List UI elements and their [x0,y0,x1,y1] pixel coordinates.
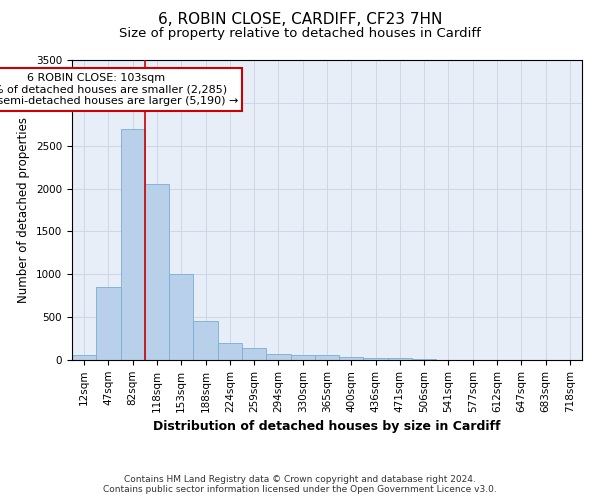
Bar [388,358,412,360]
Bar [193,322,218,360]
Bar [72,355,96,360]
X-axis label: Distribution of detached houses by size in Cardiff: Distribution of detached houses by size … [153,420,501,433]
Bar [315,355,339,360]
Bar [242,348,266,360]
Bar [412,359,436,360]
Text: 6 ROBIN CLOSE: 103sqm
← 30% of detached houses are smaller (2,285)
69% of semi-d: 6 ROBIN CLOSE: 103sqm ← 30% of detached … [0,73,238,106]
Bar [339,358,364,360]
Bar [145,184,169,360]
Text: 6, ROBIN CLOSE, CARDIFF, CF23 7HN: 6, ROBIN CLOSE, CARDIFF, CF23 7HN [158,12,442,28]
Y-axis label: Number of detached properties: Number of detached properties [17,117,31,303]
Bar [169,274,193,360]
Bar [266,354,290,360]
Bar [121,128,145,360]
Bar [364,358,388,360]
Text: Size of property relative to detached houses in Cardiff: Size of property relative to detached ho… [119,28,481,40]
Bar [218,343,242,360]
Text: Contains HM Land Registry data © Crown copyright and database right 2024.
Contai: Contains HM Land Registry data © Crown c… [103,474,497,494]
Bar [96,287,121,360]
Bar [290,356,315,360]
